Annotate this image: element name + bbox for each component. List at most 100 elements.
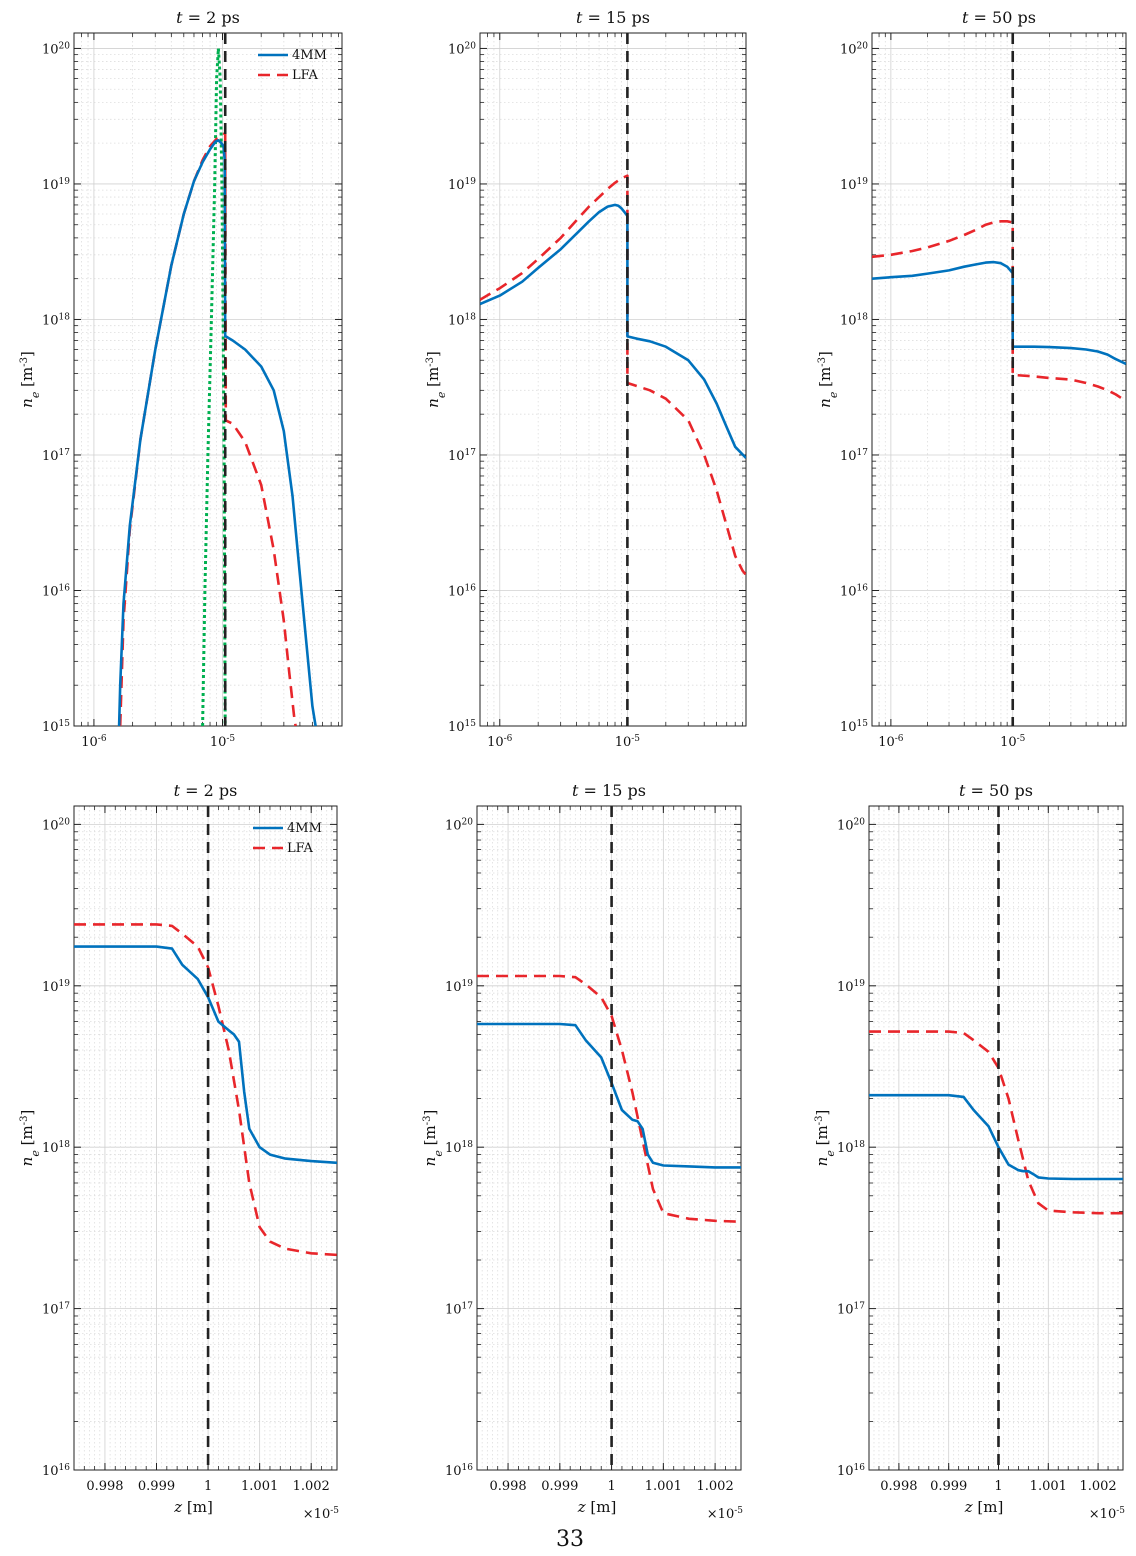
x-tick-label: 10-5 (615, 734, 641, 750)
x-tick-label: 10-5 (210, 734, 236, 750)
x-tick-label: 0.998 (880, 1479, 917, 1494)
grid (869, 806, 1123, 1470)
y-tick-label: 1015 (42, 719, 70, 735)
y-tick-label: 1019 (42, 177, 70, 193)
x-axis-label: z [m] (964, 1498, 1004, 1516)
x-tick-label: 0.999 (541, 1479, 578, 1494)
y-tick-label: 1019 (445, 979, 473, 995)
x-tick-label: 0.998 (86, 1479, 123, 1494)
x-tick-label: 1.001 (241, 1479, 278, 1494)
chart-top-middle: 1015 1016 1017 1018 1019 1020 10-6 10-5 t = 15 p… (424, 8, 747, 750)
y-tick-label: 1018 (448, 312, 476, 328)
x-tick-label: 1 (204, 1479, 212, 1494)
x-tick-label: 10-5 (1000, 734, 1026, 750)
series-line-4mm (477, 1022, 741, 1169)
x-tick-label: 1 (607, 1479, 615, 1494)
series-line-lfa (74, 923, 337, 1257)
chart-bottom-right: 1016 1017 1018 1019 1020 0.998 0.999 1 1.001 1.00… (813, 781, 1125, 1522)
x-tick-label: 1.001 (645, 1479, 682, 1494)
y-axis-label: ne [m-3] (424, 351, 448, 408)
x-axis-multiplier: ×10-5 (303, 1506, 339, 1522)
plot-area (869, 1030, 1123, 1215)
x-tick-label: 10-6 (81, 734, 107, 750)
axes-frame (73, 805, 338, 1471)
y-tick-label: 1019 (448, 177, 476, 193)
x-axis-label: z [m] (577, 1498, 617, 1516)
grid (872, 33, 1126, 726)
y-tick-label: 1017 (445, 1302, 473, 1318)
x-axis-label: z [m] (173, 1498, 213, 1516)
y-tick-label: 1016 (840, 583, 868, 599)
chart-title: t = 2 ps (176, 8, 240, 27)
y-tick-label: 1017 (448, 448, 476, 464)
x-tick-label: 0.998 (489, 1479, 526, 1494)
x-tick-label: 1.002 (697, 1479, 734, 1494)
series-line-lfa (477, 974, 741, 1224)
series-line-4mm (480, 203, 746, 459)
chart-title: t = 15 ps (572, 781, 646, 800)
chart-bottom-left: 1016 1017 1018 1019 1020 0.998 0.999 1 1.001 1.00… (18, 781, 339, 1522)
series-line-lfa (872, 220, 1126, 403)
chart-title: t = 50 ps (962, 8, 1036, 27)
series-line-4mm (117, 139, 317, 726)
plot-area (872, 220, 1126, 403)
y-tick-label: 1020 (837, 817, 865, 833)
legend-label-lfa: LFA (292, 68, 319, 83)
legend-label-4mm: 4MM (292, 48, 327, 63)
x-axis-multiplier: ×10-5 (707, 1506, 743, 1522)
grid (74, 33, 342, 726)
legend: 4MM LFA (258, 48, 327, 83)
y-tick-label: 1018 (42, 312, 70, 328)
chart-title: t = 2 ps (174, 781, 238, 800)
x-tick-label: 10-6 (487, 734, 513, 750)
y-tick-label: 1019 (837, 979, 865, 995)
y-tick-label: 1018 (837, 1140, 865, 1156)
plot-area (477, 974, 741, 1224)
x-axis-multiplier: ×10-5 (1089, 1506, 1125, 1522)
y-tick-label: 1020 (840, 41, 868, 57)
y-tick-label: 1015 (448, 719, 476, 735)
y-tick-label: 1019 (42, 979, 70, 995)
x-tick-label: 1.002 (293, 1479, 330, 1494)
series-line-lfa (480, 174, 746, 576)
chart-top-left: 1015 1016 1017 1018 1019 1020 10-6 10-5 t = 2 ps… (18, 8, 343, 750)
page-number: 33 (556, 1527, 584, 1552)
legend-label-lfa: LFA (287, 841, 314, 856)
y-tick-label: 1020 (42, 817, 70, 833)
x-tick-label: 1 (994, 1479, 1002, 1494)
plot-area (117, 46, 317, 726)
x-tick-label: 1.002 (1079, 1479, 1116, 1494)
axes-frame (871, 32, 1127, 727)
axes-frame (479, 32, 747, 727)
plot-area (480, 174, 746, 576)
legend-label-4mm: 4MM (287, 821, 322, 836)
y-tick-label: 1018 (42, 1140, 70, 1156)
x-tick-label: 1.001 (1030, 1479, 1067, 1494)
y-tick-label: 1019 (840, 177, 868, 193)
chart-title: t = 15 ps (576, 8, 650, 27)
y-tick-label: 1018 (445, 1140, 473, 1156)
y-tick-label: 1016 (445, 1463, 473, 1479)
grid (480, 33, 746, 726)
y-axis-label: ne [m-3] (813, 1110, 837, 1167)
chart-top-right: 1015 1016 1017 1018 1019 1020 10-6 10-5 t = 50 p… (816, 8, 1127, 750)
series-line-reference (201, 46, 227, 726)
axes-frame (476, 805, 742, 1471)
y-tick-label: 1020 (445, 817, 473, 833)
y-tick-label: 1020 (448, 41, 476, 57)
y-tick-label: 1018 (840, 312, 868, 328)
y-axis-label: ne [m-3] (816, 351, 840, 408)
plot-area (74, 923, 337, 1257)
y-axis-label: ne [m-3] (18, 1110, 42, 1167)
y-tick-label: 1020 (42, 41, 70, 57)
y-tick-label: 1017 (42, 1302, 70, 1318)
axes-frame (868, 805, 1124, 1471)
series-line-4mm (869, 1093, 1123, 1181)
y-tick-label: 1016 (448, 583, 476, 599)
legend: 4MM LFA (253, 821, 322, 856)
x-tick-label: 0.999 (138, 1479, 175, 1494)
axes-frame (73, 32, 343, 727)
y-tick-label: 1016 (42, 1463, 70, 1479)
y-axis-label: ne [m-3] (18, 351, 42, 408)
